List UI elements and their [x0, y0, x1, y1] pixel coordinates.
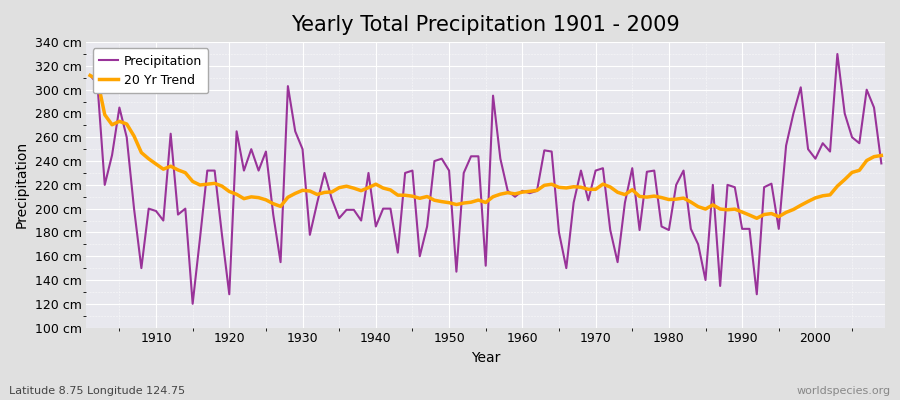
- Precipitation: [356, 218, 366, 223]
- 20 Yr Trend: [517, 190, 527, 194]
- Text: Latitude 8.75 Longitude 124.75: Latitude 8.75 Longitude 124.75: [9, 386, 185, 396]
- 20 Yr Trend: [752, 216, 762, 221]
- Precipitation: [85, 73, 95, 78]
- 20 Yr Trend: [509, 192, 520, 196]
- Title: Yearly Total Precipitation 1901 - 2009: Yearly Total Precipitation 1901 - 2009: [292, 15, 680, 35]
- Text: worldspecies.org: worldspecies.org: [796, 386, 891, 396]
- 20 Yr Trend: [348, 186, 359, 190]
- Precipitation: [517, 188, 527, 193]
- Precipitation: [143, 206, 154, 211]
- 20 Yr Trend: [876, 153, 886, 158]
- 20 Yr Trend: [143, 156, 154, 161]
- 20 Yr Trend: [304, 189, 315, 194]
- Precipitation: [311, 200, 322, 205]
- 20 Yr Trend: [85, 73, 95, 78]
- Precipitation: [187, 301, 198, 306]
- Y-axis label: Precipitation: Precipitation: [15, 141, 29, 228]
- Precipitation: [832, 52, 842, 56]
- Line: 20 Yr Trend: 20 Yr Trend: [90, 76, 881, 218]
- Line: Precipitation: Precipitation: [90, 54, 881, 304]
- X-axis label: Year: Year: [471, 351, 500, 365]
- Precipitation: [612, 260, 623, 264]
- 20 Yr Trend: [605, 184, 616, 189]
- Precipitation: [876, 161, 886, 166]
- Precipitation: [525, 191, 535, 196]
- Legend: Precipitation, 20 Yr Trend: Precipitation, 20 Yr Trend: [93, 48, 209, 93]
